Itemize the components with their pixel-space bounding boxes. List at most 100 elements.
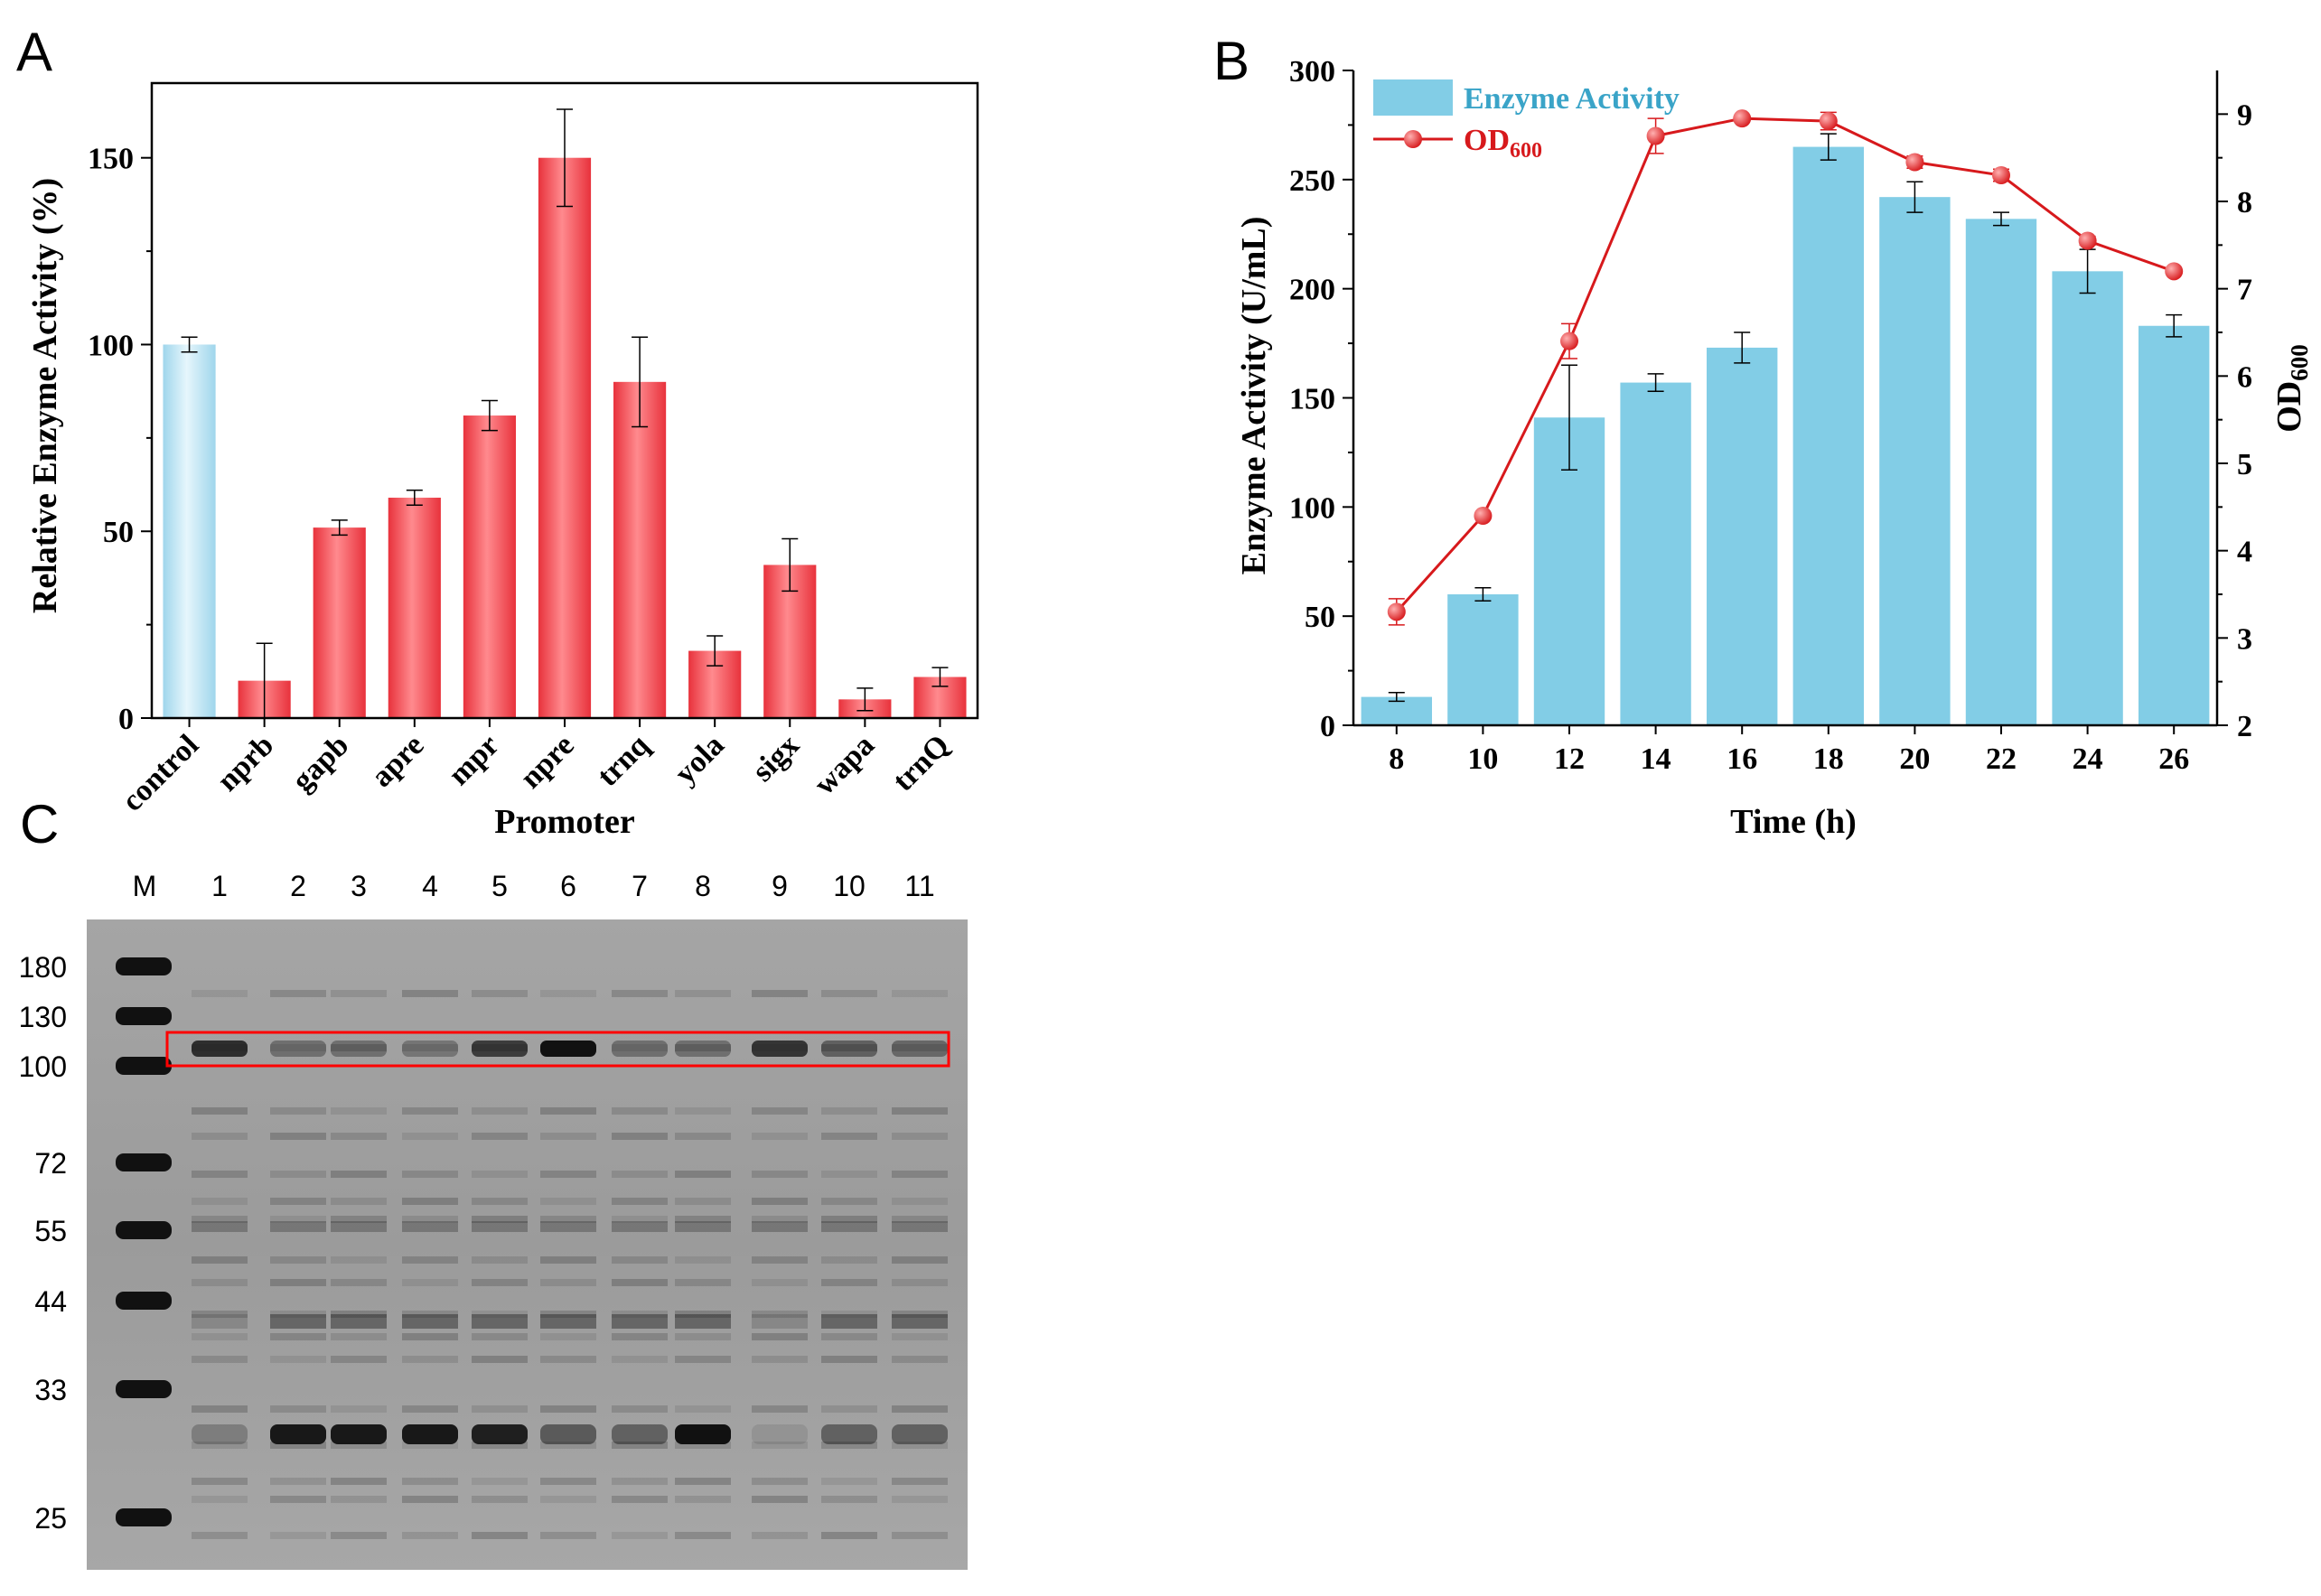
- low-band-lane-6: [540, 1424, 596, 1444]
- smear-band-lane-2: [270, 1107, 326, 1115]
- smear-band-lane-4: [402, 1171, 458, 1178]
- panel-b-x-axis-title: Time (h): [1730, 803, 1857, 841]
- low-band-lane-11: [892, 1424, 948, 1444]
- band-55kda-lane-7: [612, 1221, 668, 1232]
- panel-a-axes: [141, 81, 979, 727]
- smear-band-lane-7: [612, 990, 668, 997]
- band-44kda-lane-1: [192, 1314, 248, 1329]
- smear-band-lane-1: [192, 1279, 248, 1286]
- smear-band-lane-9: [752, 990, 808, 997]
- smear-band-lane-5: [472, 1478, 528, 1485]
- low-band-lane-2: [270, 1424, 326, 1444]
- smear-band-lane-8: [675, 1532, 731, 1539]
- smear-band-lane-7: [612, 1311, 668, 1318]
- right-y-tick-label-8: 8: [2237, 186, 2252, 219]
- smear-band-lane-3: [331, 1311, 387, 1318]
- smear-band-lane-5: [472, 990, 528, 997]
- smear-band-lane-1: [192, 1333, 248, 1340]
- x-tick-label-apre: apre: [365, 728, 430, 793]
- gel-highlight-box: [165, 1031, 950, 1068]
- smear-band-lane-10: [821, 1198, 877, 1205]
- smear-band-lane-10: [821, 1311, 877, 1318]
- smear-band-lane-3: [331, 1133, 387, 1140]
- smear-band-lane-6: [540, 1532, 596, 1539]
- left-y-tick-label-100: 100: [1289, 491, 1335, 525]
- right-y-tick-label-4: 4: [2237, 536, 2252, 569]
- bar-mpr: [463, 415, 516, 718]
- smear-band-lane-6: [540, 1333, 596, 1340]
- gel-target-bands: [192, 1041, 948, 1057]
- lane-label-5: 5: [491, 870, 508, 902]
- lane-label-8: 8: [695, 870, 711, 902]
- band-55kda-lane-4: [402, 1221, 458, 1232]
- band-44kda-lane-7: [612, 1314, 668, 1329]
- gel-ladder: [116, 957, 172, 1526]
- x-tick-label-npre: npre: [514, 728, 581, 795]
- lane-label-6: 6: [560, 870, 576, 902]
- band-44kda-lane-10: [821, 1314, 877, 1329]
- smear-band-lane-3: [331, 1478, 387, 1485]
- smear-band-lane-4: [402, 1496, 458, 1503]
- od-point-26h: [2165, 262, 2184, 281]
- od-point-18h: [1819, 112, 1838, 131]
- left-y-tick-label-300: 300: [1289, 55, 1335, 89]
- smear-band-lane-8: [675, 1478, 731, 1485]
- low-band-lane-1: [192, 1424, 248, 1444]
- x-tick-label-12: 12: [1554, 742, 1585, 776]
- smear-band-lane-1: [192, 1496, 248, 1503]
- x-tick-label-26: 26: [2158, 742, 2189, 776]
- band-55kda-lane-11: [892, 1221, 948, 1232]
- smear-band-lane-2: [270, 1171, 326, 1178]
- smear-band-lane-3: [331, 1216, 387, 1223]
- smear-band-lane-5: [472, 1107, 528, 1115]
- smear-band-lane-10: [821, 1442, 877, 1449]
- smear-band-lane-11: [892, 1333, 948, 1340]
- smear-band-lane-10: [821, 1279, 877, 1286]
- band-55kda-lane-9: [752, 1221, 808, 1232]
- smear-band-lane-5: [472, 1496, 528, 1503]
- target-band-lane-3: [331, 1041, 387, 1057]
- smear-band-lane-9: [752, 1405, 808, 1413]
- lane-label-10: 10: [833, 870, 866, 902]
- low-band-lane-5: [472, 1424, 528, 1444]
- smear-band-lane-7: [612, 1442, 668, 1449]
- smear-band-lane-6: [540, 1279, 596, 1286]
- marker-label-25: 25: [34, 1502, 67, 1535]
- smear-band-lane-10: [821, 1478, 877, 1485]
- smear-band-lane-4: [402, 1133, 458, 1140]
- legend-enzyme-label: Enzyme Activity: [1464, 82, 1680, 116]
- smear-band-lane-8: [675, 1279, 731, 1286]
- target-band-lane-4: [402, 1041, 458, 1057]
- x-tick-label-sigx: sigx: [746, 728, 806, 788]
- panel-b-y2-axis-title-sub: 600: [2286, 344, 2313, 381]
- panel-b-chart: 0 50 100 150 200 250 300 2 3 4 5 6 7 8 9 8 10 12 14 16 18 2…: [1235, 55, 2313, 841]
- od-point-20h: [1905, 153, 1924, 172]
- legend-enzyme-swatch: [1373, 79, 1453, 116]
- smear-band-lane-6: [540, 1107, 596, 1115]
- y-tick-label-150: 150: [88, 143, 134, 176]
- smear-band-lane-9: [752, 1442, 808, 1449]
- lane-label-3: 3: [351, 870, 367, 902]
- smear-band-lane-1: [192, 1133, 248, 1140]
- smear-band-lane-10: [821, 1107, 877, 1115]
- smear-band-lane-8: [675, 1216, 731, 1223]
- smear-band-lane-3: [331, 1405, 387, 1413]
- panel-a-error-bars: [181, 108, 949, 719]
- smear-band-lane-11: [892, 1496, 948, 1503]
- smear-band-lane-8: [675, 1044, 731, 1051]
- smear-band-lane-11: [892, 1279, 948, 1286]
- x-tick-label-trnq: trnq: [591, 728, 656, 793]
- low-band-lane-4: [402, 1424, 458, 1444]
- smear-band-lane-2: [270, 1311, 326, 1318]
- gel-marker-labels: 180 130 100 72 55 44 33 25: [19, 951, 67, 1535]
- smear-band-lane-6: [540, 1216, 596, 1223]
- panel-a-x-axis-title: Promoter: [494, 803, 635, 841]
- smear-band-lane-7: [612, 1478, 668, 1485]
- smear-band-lane-8: [675, 1256, 731, 1264]
- marker-label-130: 130: [19, 1001, 67, 1033]
- smear-band-lane-10: [821, 1496, 877, 1503]
- smear-band-lane-2: [270, 1356, 326, 1363]
- x-tick-label-24: 24: [2073, 742, 2103, 776]
- smear-band-lane-11: [892, 1044, 948, 1051]
- target-band-lane-9: [752, 1041, 808, 1057]
